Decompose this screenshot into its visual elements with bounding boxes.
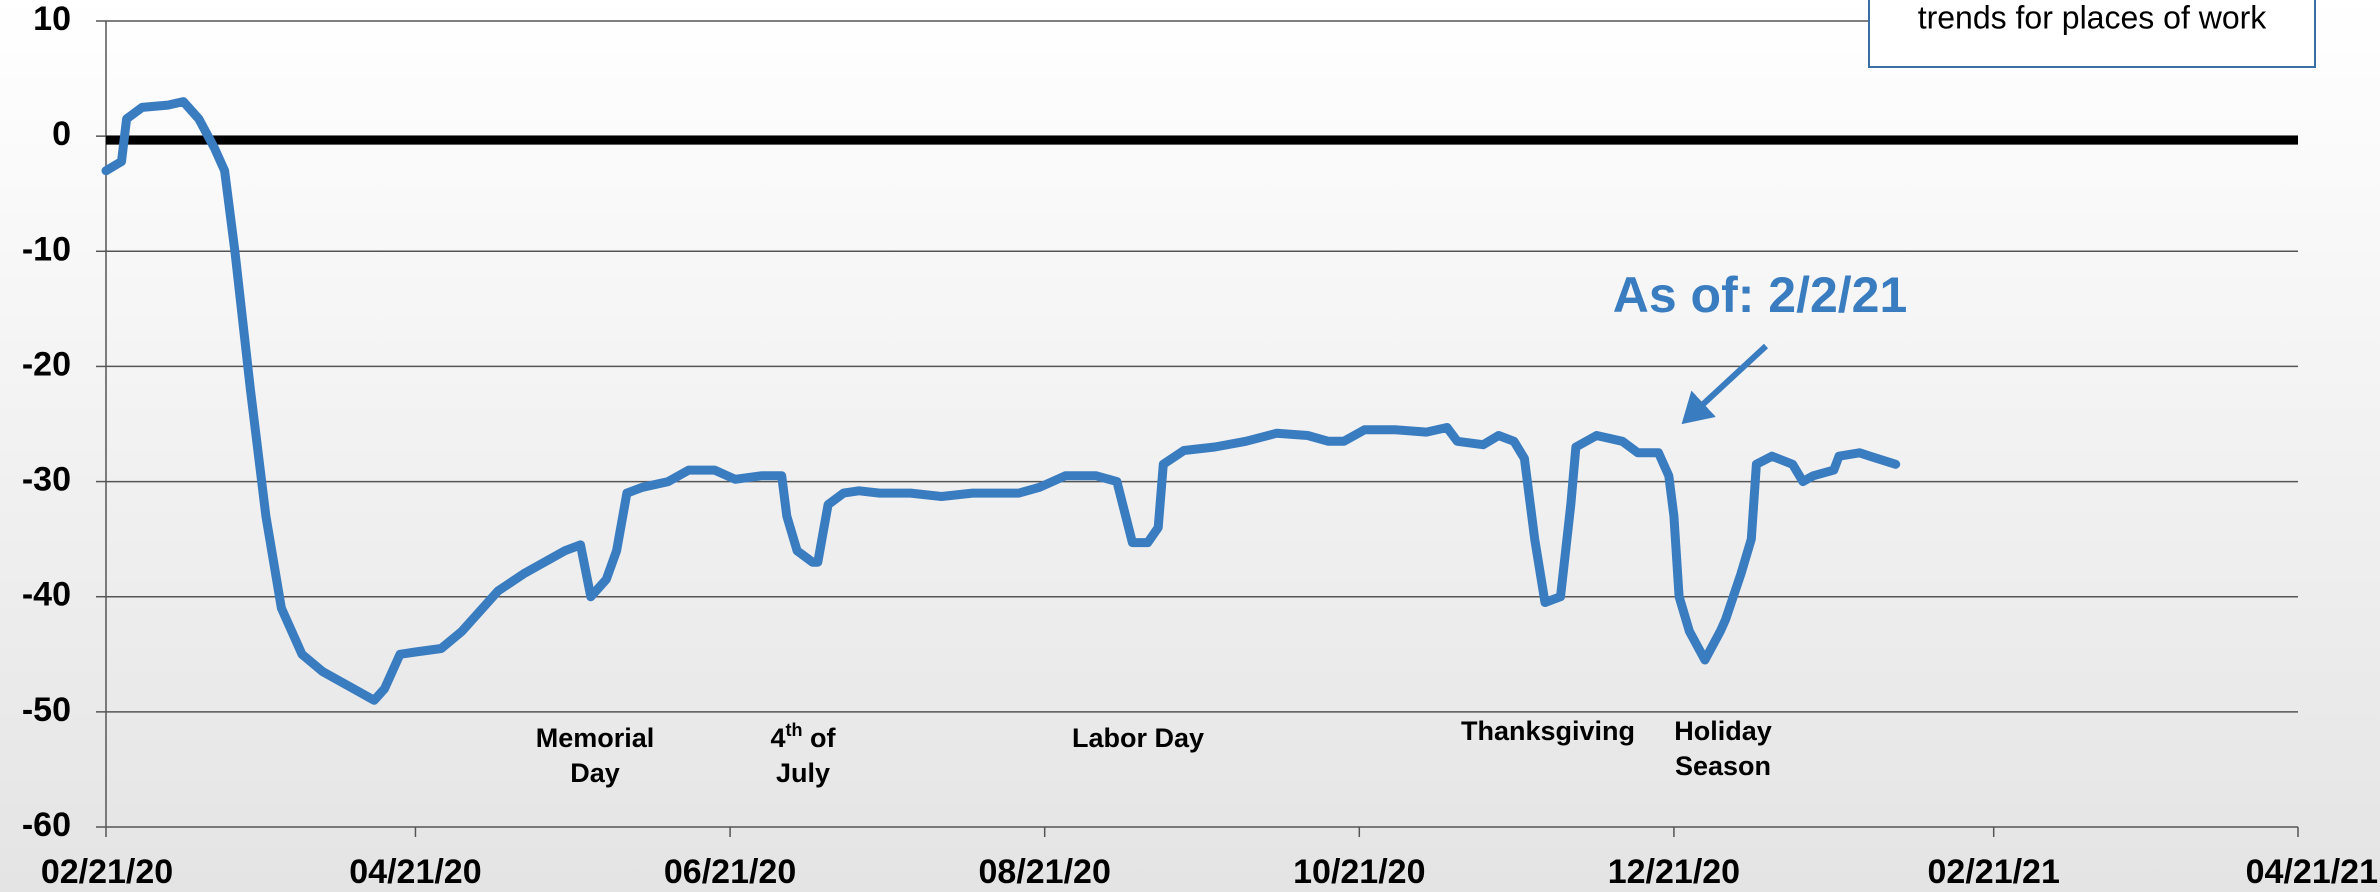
annotation: Labor Day — [1072, 723, 1204, 753]
grid — [96, 20, 2299, 837]
x-tick-label: 06/21/20 — [664, 853, 796, 891]
x-tick-label: 04/21/20 — [349, 853, 481, 891]
y-tick-label: -10 — [22, 230, 71, 268]
y-tick-label: 0 — [52, 115, 71, 153]
x-tick-label: 02/21/21 — [1928, 853, 2060, 891]
data-line — [101, 97, 1901, 705]
x-tick-label: 02/21/20 — [41, 853, 173, 891]
annotation: Holiday Season — [1674, 716, 1772, 781]
x-tick-label: 08/21/20 — [979, 853, 1111, 891]
y-tick-label: -30 — [22, 461, 71, 499]
y-tick-label: -20 — [22, 345, 71, 383]
callout-arrow — [1681, 343, 1769, 425]
y-tick-label: -50 — [22, 691, 71, 729]
callout: As of: 2/2/21 — [1613, 267, 1908, 323]
annotation: Memorial Day — [536, 723, 655, 788]
x-tick-label: 12/21/20 — [1608, 853, 1740, 891]
legend-box — [1868, 0, 2316, 68]
y-tick-label: -40 — [22, 576, 71, 614]
x-tick-label: 10/21/20 — [1293, 853, 1425, 891]
annotation: 4th of July — [770, 720, 836, 788]
legend-text: trends for places of work — [1918, 0, 2268, 35]
x-tick-label: 04/21/21 — [2246, 853, 2378, 891]
y-tick-label: -60 — [22, 806, 71, 844]
annotation: Thanksgiving — [1461, 716, 1635, 746]
y-tick-label: 10 — [33, 0, 71, 38]
